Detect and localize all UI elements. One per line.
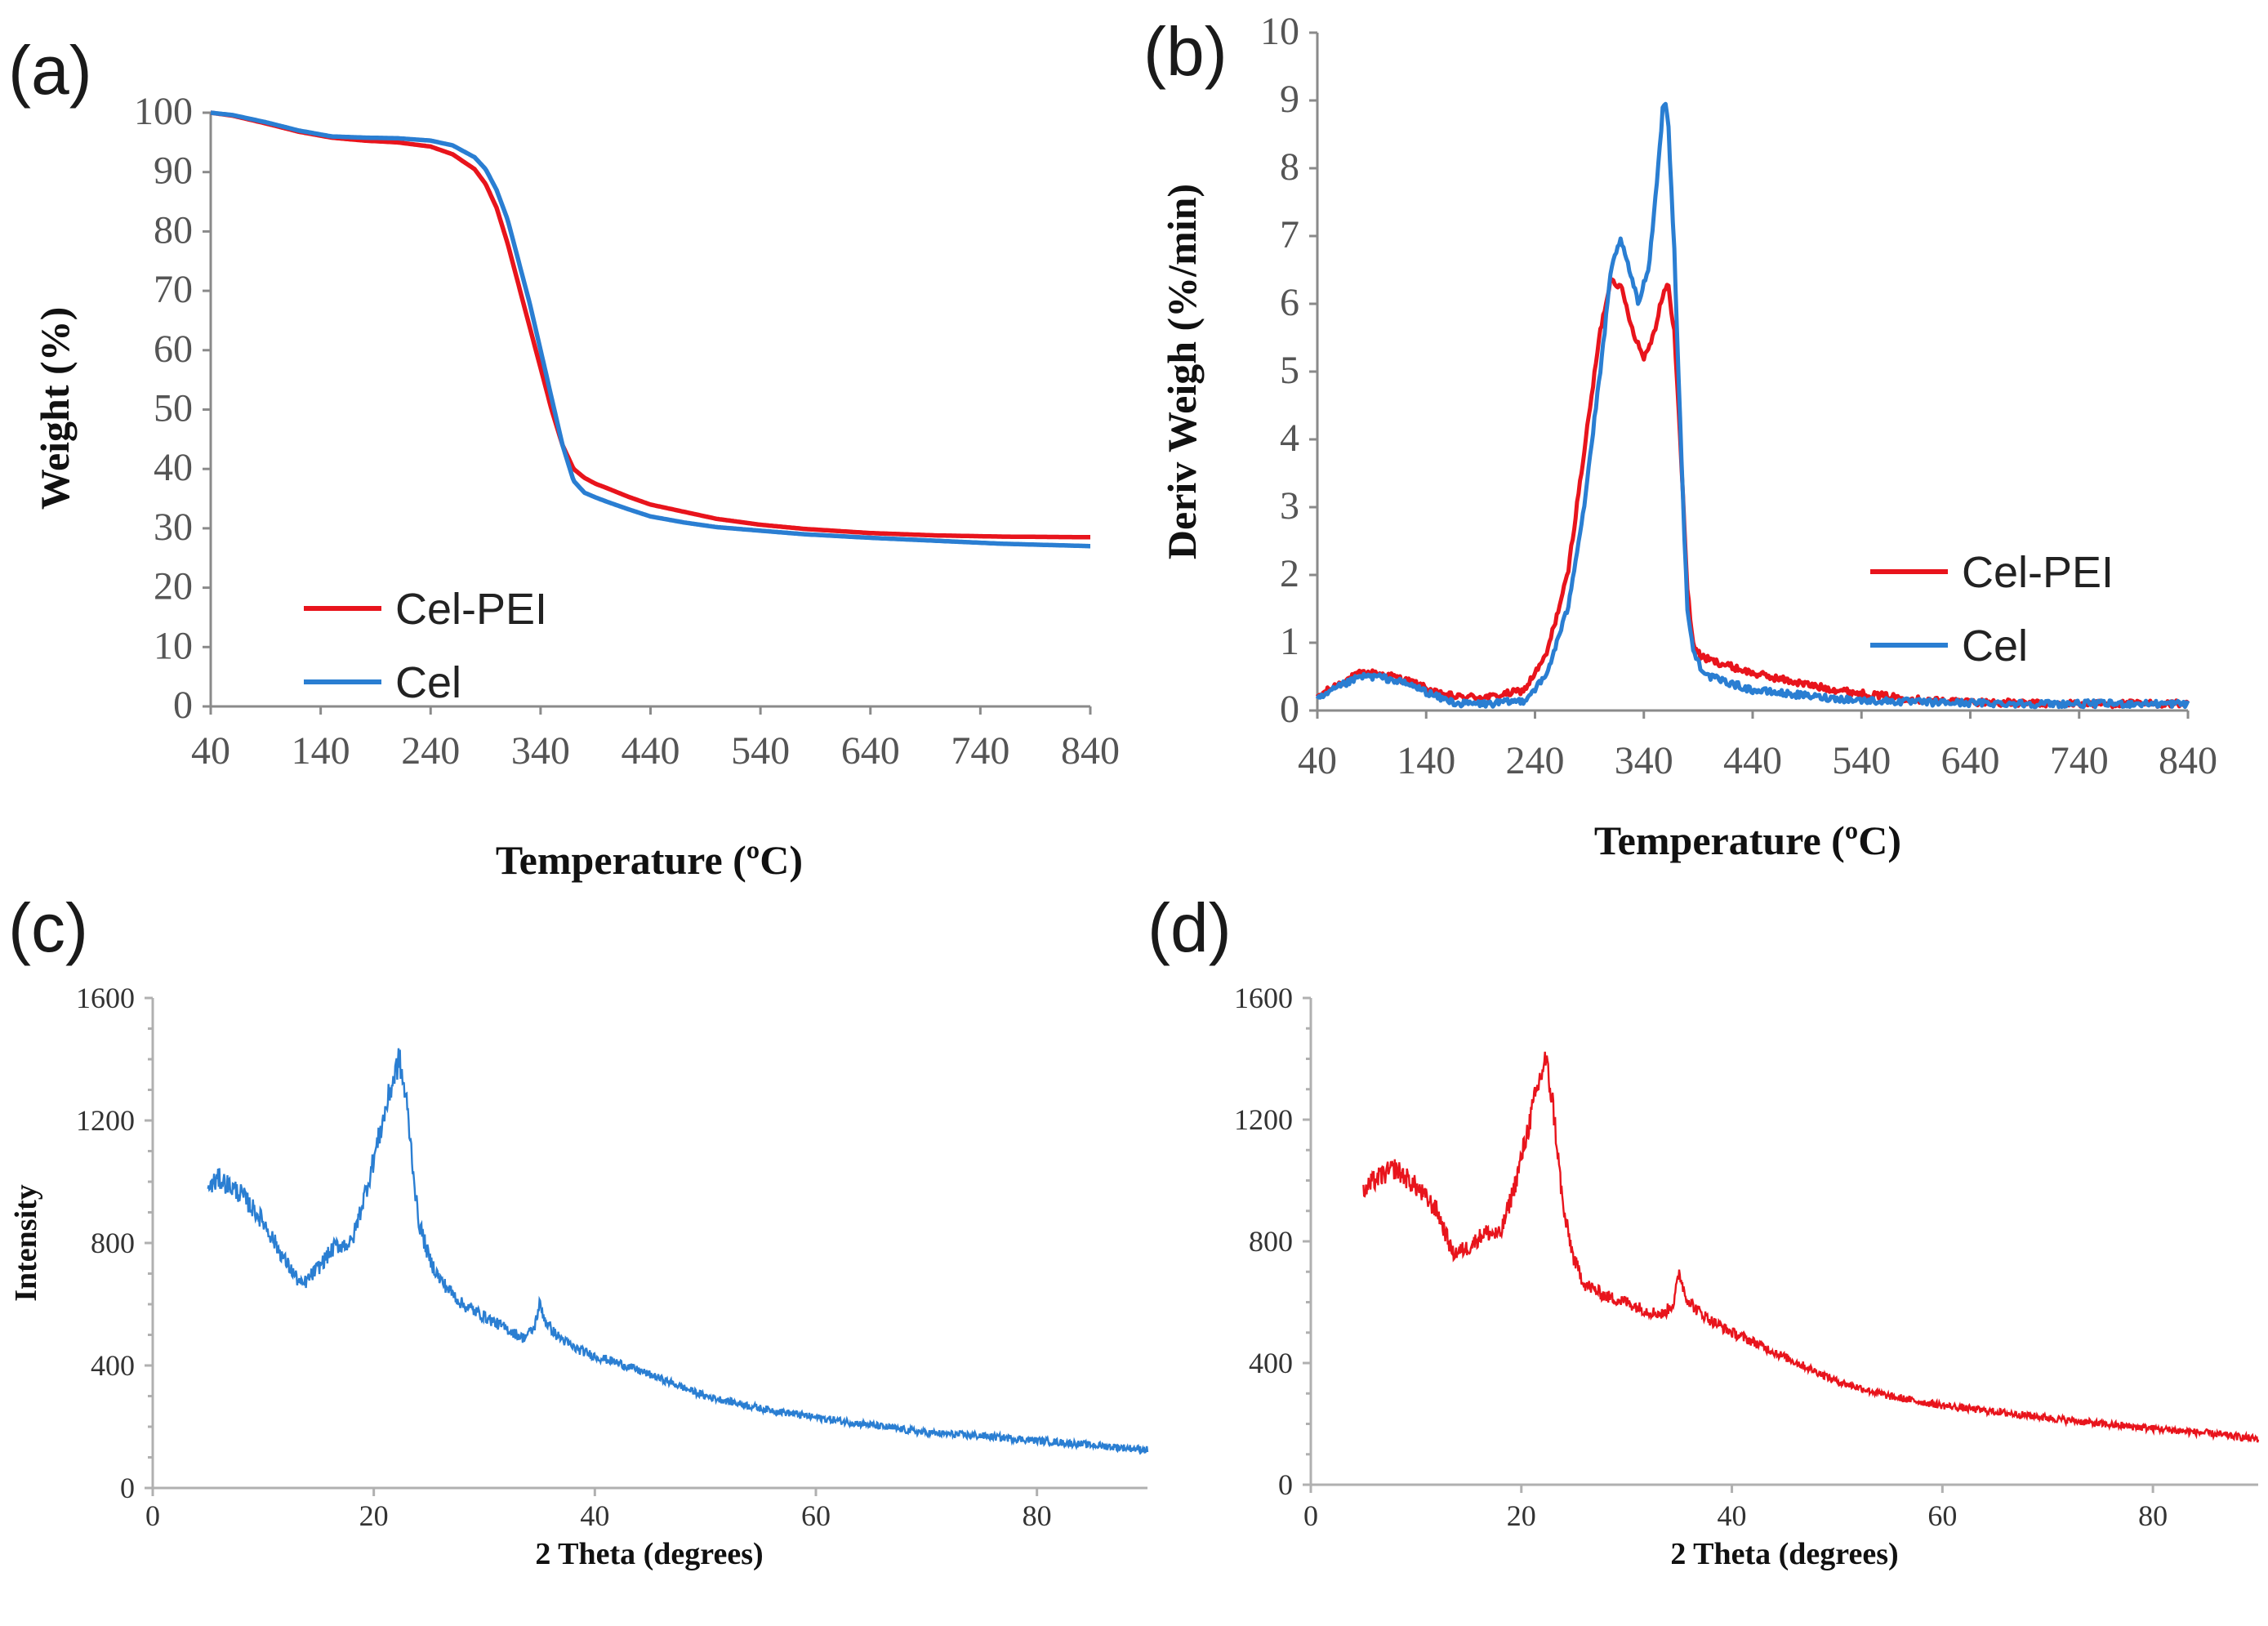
x-tick-label: 740 xyxy=(951,729,1009,773)
y-tick-label: 60 xyxy=(154,327,193,371)
x-tick-label: 640 xyxy=(1941,739,2000,782)
y-tick-label: 5 xyxy=(1280,349,1299,392)
x-tick-label: 80 xyxy=(2138,1499,2168,1532)
y-tick-label: 50 xyxy=(154,387,193,430)
y-tick-label: 40 xyxy=(154,446,193,489)
x-tick-label: 20 xyxy=(1507,1499,1536,1532)
panel-d: (d) 0 400 800 1200 1600 0 20 40 60 80 2 Theta (degr… xyxy=(1147,889,2260,1571)
x-tick-label: 0 xyxy=(145,1499,160,1532)
series-line-b-cel-pei xyxy=(1315,277,2190,710)
x-tick-label: 740 xyxy=(2050,739,2109,782)
y-tick-label: 10 xyxy=(1260,10,1299,53)
y-tick-label: 1600 xyxy=(76,982,135,1014)
y-tick-label: 1600 xyxy=(1234,982,1293,1014)
panel-label-b: (b) xyxy=(1143,13,1228,90)
x-tick-label: 140 xyxy=(1397,739,1455,782)
x-tick-label: 440 xyxy=(1723,739,1782,782)
y-axis-title-c: Intensity xyxy=(9,1184,43,1302)
y-tick-label: 8 xyxy=(1280,145,1299,189)
y-tick-label: 9 xyxy=(1280,78,1299,121)
y-axis-title-a: Weight (%) xyxy=(32,307,78,510)
y-tick-label: 70 xyxy=(154,268,193,311)
y-tick-label: 10 xyxy=(154,624,193,667)
y-tick-label: 0 xyxy=(1278,1468,1293,1501)
panel-label-c: (c) xyxy=(8,889,88,966)
x-tick-label: 240 xyxy=(1506,739,1565,782)
y-tick-label: 400 xyxy=(1249,1347,1293,1379)
series-line-d xyxy=(1362,1051,2260,1443)
x-tick-label: 80 xyxy=(1023,1499,1052,1532)
x-axis-title-d: 2 Theta (degrees) xyxy=(1670,1537,1898,1571)
x-tick-label: 240 xyxy=(401,729,460,773)
y-tick-label: 1 xyxy=(1280,620,1299,663)
panel-label-d: (d) xyxy=(1147,889,1232,966)
x-tick-label: 340 xyxy=(1615,739,1673,782)
panel-c: (c) 0 400 800 1200 1600 0 20 40 60 80 2 Theta (degr… xyxy=(8,889,1149,1571)
y-tick-label: 100 xyxy=(134,90,193,133)
y-tick-label: 0 xyxy=(173,684,193,727)
x-tick-label: 40 xyxy=(1298,739,1337,782)
panel-label-a: (a) xyxy=(8,32,92,109)
y-tick-label: 80 xyxy=(154,208,193,252)
legend-label: Cel xyxy=(395,658,461,707)
y-tick-label: 1200 xyxy=(76,1104,135,1137)
legend-label: Cel-PEI xyxy=(1962,548,2114,597)
x-axis-title-c: 2 Theta (degrees) xyxy=(535,1537,763,1571)
y-tick-label: 20 xyxy=(154,565,193,608)
y-tick-label: 30 xyxy=(154,506,193,549)
x-tick-label: 540 xyxy=(1832,739,1891,782)
x-axis-title-a: Temperature (ºC) xyxy=(496,837,803,883)
series-line-c xyxy=(207,1048,1149,1455)
y-tick-label: 1200 xyxy=(1234,1103,1293,1136)
y-tick-label: 90 xyxy=(154,149,193,193)
x-tick-label: 40 xyxy=(191,729,230,773)
y-tick-label: 0 xyxy=(120,1472,135,1504)
panel-b: (b) 0 1 2 3 4 5 6 7 8 9 10 40 140 240 340 440 540 640 740 84… xyxy=(1143,10,2217,863)
panel-a: (a) 0 10 20 30 40 50 60 70 80 90 100 40 140 240 340 440 5… xyxy=(8,32,1120,883)
y-tick-label: 400 xyxy=(91,1349,135,1382)
x-axis-title-b: Temperature (ºC) xyxy=(1594,817,1901,863)
series-line-a-cel xyxy=(210,110,1091,549)
x-tick-label: 60 xyxy=(801,1499,831,1532)
y-tick-label: 800 xyxy=(91,1227,135,1259)
legend-label: Cel-PEI xyxy=(395,585,547,634)
y-tick-label: 2 xyxy=(1280,552,1299,595)
y-tick-label: 6 xyxy=(1280,281,1299,324)
y-tick-label: 0 xyxy=(1280,688,1299,731)
x-tick-label: 840 xyxy=(1061,729,1120,773)
x-tick-label: 540 xyxy=(731,729,790,773)
series-line-a-cel-pei xyxy=(210,110,1091,540)
x-tick-label: 40 xyxy=(1718,1499,1747,1532)
x-tick-label: 340 xyxy=(511,729,570,773)
x-tick-label: 840 xyxy=(2159,739,2217,782)
y-tick-label: 3 xyxy=(1280,484,1299,528)
x-tick-label: 60 xyxy=(1927,1499,1957,1532)
y-tick-label: 7 xyxy=(1280,213,1299,256)
series-line-b-cel xyxy=(1315,101,2190,710)
y-tick-label: 4 xyxy=(1280,417,1299,460)
x-tick-label: 640 xyxy=(841,729,900,773)
y-axis-title-b: Deriv Weigh (%/min) xyxy=(1159,184,1205,559)
x-tick-label: 140 xyxy=(292,729,350,773)
x-tick-label: 40 xyxy=(580,1499,609,1532)
x-tick-label: 0 xyxy=(1303,1499,1318,1532)
legend-label: Cel xyxy=(1962,621,2028,670)
x-tick-label: 20 xyxy=(359,1499,389,1532)
y-tick-label: 800 xyxy=(1249,1225,1293,1258)
x-tick-label: 440 xyxy=(622,729,680,773)
